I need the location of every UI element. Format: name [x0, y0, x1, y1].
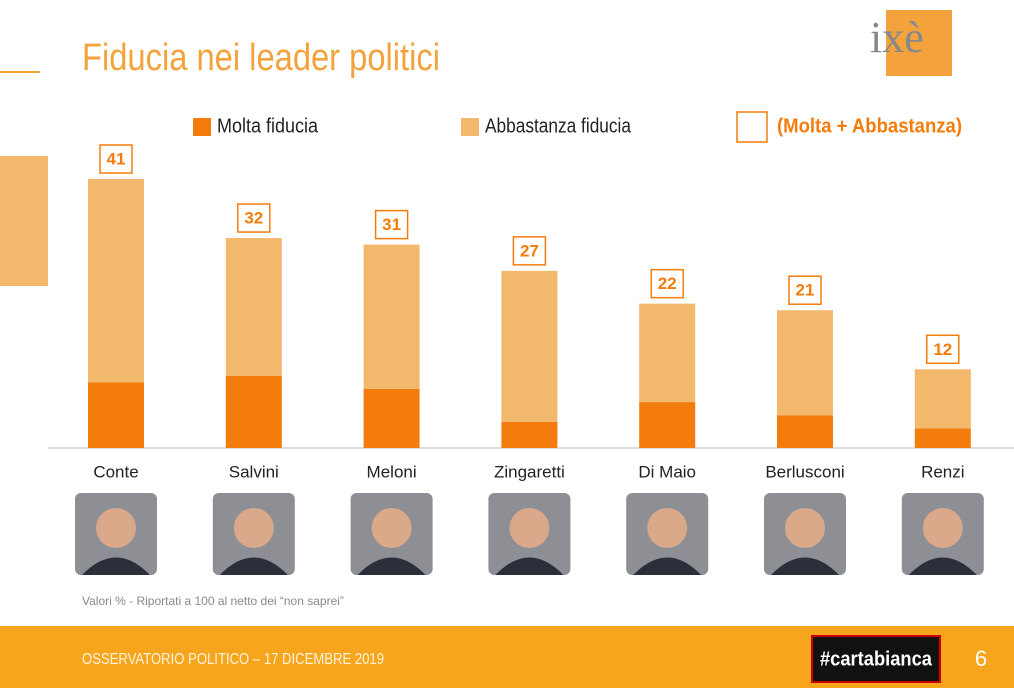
photo-face — [509, 508, 550, 548]
bar-segment — [639, 303, 696, 403]
bar-segment — [225, 375, 282, 448]
total-label-box — [99, 144, 133, 174]
bar-segment — [914, 369, 971, 429]
bar-segment — [777, 415, 833, 448]
photo-body — [219, 557, 288, 575]
total-label: 27 — [520, 241, 539, 260]
photo-body — [633, 557, 702, 575]
bar-segment — [777, 310, 833, 416]
total-label-box — [237, 203, 271, 233]
x-tick-label: Conte — [93, 462, 138, 481]
photo-face — [922, 508, 963, 548]
total-label: 21 — [796, 281, 815, 300]
legend-swatch — [461, 118, 479, 136]
page-number: 6 — [975, 646, 987, 671]
total-label: 31 — [382, 215, 401, 234]
bar-segment — [363, 244, 420, 389]
bar-segment — [501, 421, 558, 448]
footer-text: OSSERVATORIO POLITICO – 17 DICEMBRE 2019 — [82, 651, 384, 668]
photo-face — [785, 508, 825, 548]
x-tick-label: Renzi — [921, 462, 964, 481]
photo-body — [908, 557, 977, 575]
x-tick-label: Meloni — [367, 462, 417, 481]
photo-face — [647, 508, 688, 548]
bar-segment — [225, 238, 282, 376]
x-tick-label: Di Maio — [638, 462, 696, 481]
total-label-box — [512, 236, 547, 266]
photo-face — [96, 508, 136, 548]
brand: #cartabianca — [820, 648, 933, 670]
brand-box — [811, 635, 941, 683]
total-label: 32 — [244, 209, 263, 228]
total-label-box — [926, 334, 960, 365]
total-label: 22 — [658, 274, 677, 293]
bar-segment — [88, 382, 144, 448]
bar-segment — [88, 179, 144, 383]
bar-segment — [639, 402, 696, 448]
photo-face — [371, 508, 412, 548]
photo-body — [495, 557, 564, 575]
photo-body — [82, 557, 150, 575]
x-tick-label: Salvini — [229, 462, 279, 481]
chart-title: Fiducia nei leader politici — [82, 37, 440, 79]
legend-label: Molta fiducia — [217, 115, 319, 137]
photo-body — [357, 557, 426, 575]
legend-label: (Molta + Abbastanza) — [777, 115, 962, 137]
x-tick-label: Berlusconi — [765, 462, 844, 481]
decor-block — [0, 156, 48, 286]
logo: ixè — [870, 13, 924, 62]
total-label: 12 — [933, 340, 952, 359]
bar-segment — [363, 388, 420, 448]
total-label-box — [788, 275, 822, 305]
total-label-box — [650, 268, 684, 299]
x-tick-label: Zingaretti — [494, 462, 565, 481]
legend-swatch — [193, 118, 211, 136]
bar-segment — [501, 270, 558, 422]
note: Valori % - Riportati a 100 al netto dei … — [82, 594, 344, 608]
photo-face — [233, 508, 274, 548]
total-label-box — [374, 209, 409, 240]
bar-segment — [914, 428, 971, 448]
legend-swatch — [736, 111, 768, 143]
total-label: 41 — [107, 149, 126, 168]
photo-body — [771, 557, 839, 575]
legend-label: Abbastanza fiducia — [485, 115, 632, 137]
logo-box — [886, 10, 952, 76]
